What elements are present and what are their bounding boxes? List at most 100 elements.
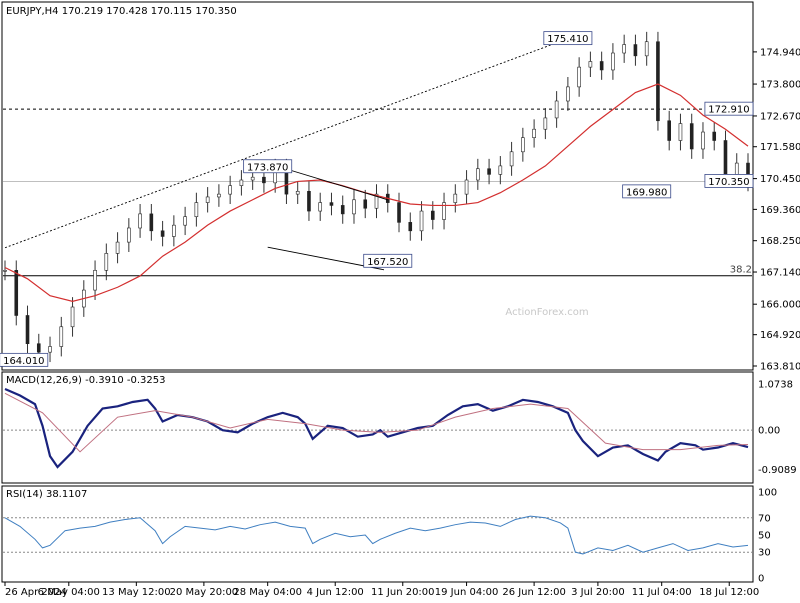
candle-body — [532, 128, 536, 138]
candle-body — [217, 193, 221, 198]
candle-body — [678, 123, 683, 141]
price-annotation: 172.910 — [704, 101, 754, 116]
candle-body — [3, 270, 7, 272]
macd-tick-label: 0.00 — [758, 426, 780, 437]
candle-body — [667, 120, 671, 141]
svg-text:167.520: 167.520 — [367, 257, 408, 268]
candle-body — [633, 44, 638, 57]
rsi-tick-label: 50 — [758, 531, 771, 542]
price-annotation: 173.870 — [243, 159, 293, 173]
y-tick-label: 169.360 — [760, 205, 800, 216]
candle-body — [160, 230, 165, 237]
candle-body — [644, 41, 649, 57]
y-tick-label: 173.800 — [760, 80, 800, 91]
candle-body — [419, 210, 424, 232]
candle-body — [442, 202, 446, 220]
candle-body — [723, 140, 728, 175]
macd-tick-label: 1.0738 — [758, 379, 793, 390]
macd-title: MACD(12,26,9) -0.3910 -0.3253 — [6, 375, 166, 386]
candle-body — [194, 202, 199, 218]
rsi-title: RSI(14) 38.1107 — [6, 489, 87, 500]
candle-body — [509, 151, 514, 167]
candle-body — [48, 346, 52, 353]
svg-text:38.2: 38.2 — [730, 265, 752, 276]
x-tick-label: 11 Jun 20:00 — [371, 587, 435, 598]
candle-body — [205, 196, 210, 203]
candle-body — [611, 52, 615, 71]
macd-panel-border — [1, 371, 754, 484]
candle-body — [397, 202, 401, 223]
candle-body — [622, 44, 626, 54]
y-tick-label: 164.920 — [760, 330, 800, 341]
candle-body — [566, 86, 570, 102]
price-annotation: 175.410 — [543, 31, 593, 45]
moving-average-line — [4, 83, 749, 302]
candle-body — [599, 61, 604, 71]
y-tick-label: 167.140 — [760, 268, 800, 279]
x-tick-label: 26 Apr 2024 — [5, 587, 67, 598]
price-annotation: 167.520 — [363, 253, 413, 268]
candle-body — [464, 179, 469, 195]
signal-line — [4, 392, 749, 453]
svg-text:172.910: 172.910 — [708, 105, 749, 116]
candle-body — [521, 137, 525, 153]
x-tick-label: 4 Jun 12:00 — [307, 587, 364, 598]
y-tick-label: 166.000 — [760, 300, 800, 311]
candle-body — [36, 343, 41, 353]
svg-text:164.010: 164.010 — [3, 356, 44, 367]
candle-body — [363, 199, 368, 209]
rsi-line — [4, 515, 749, 555]
candle-body — [701, 131, 705, 150]
x-tick-label: 26 Jun 12:00 — [502, 587, 566, 598]
y-tick-label: 171.580 — [760, 142, 800, 153]
y-tick-label: 172.670 — [760, 111, 800, 122]
candle-body — [115, 241, 120, 254]
price-annotation: 169.980 — [622, 184, 672, 198]
rsi-tick-label: 100 — [758, 488, 777, 499]
candle-body — [577, 66, 581, 88]
candle-body — [476, 168, 480, 181]
y-tick-label: 163.810 — [760, 362, 800, 373]
price-annotation: 38.2 — [730, 265, 752, 276]
candle-body — [127, 227, 131, 243]
candle-body — [734, 162, 739, 175]
candle-body — [262, 176, 266, 184]
candle-body — [430, 210, 435, 220]
y-tick-label: 168.250 — [760, 236, 800, 247]
trendline — [4, 38, 569, 249]
candle-body — [149, 213, 154, 232]
candle-body — [340, 205, 345, 215]
x-tick-label: 3 Jul 20:00 — [571, 587, 625, 598]
price-annotation: 170.350 — [704, 174, 754, 188]
trendline — [278, 166, 388, 201]
macd-line — [4, 387, 749, 469]
candle-body — [374, 193, 379, 209]
candle-body — [239, 179, 244, 186]
candle-body — [228, 185, 232, 195]
candle-body — [138, 213, 142, 229]
candle-body — [408, 222, 413, 232]
candle-body — [487, 168, 491, 175]
price-annotation: 164.010 — [0, 352, 49, 367]
x-tick-label: 19 Jun 04:00 — [435, 587, 499, 598]
candle-body — [307, 191, 311, 212]
candle-body — [318, 202, 323, 212]
svg-text:175.410: 175.410 — [547, 34, 588, 45]
candle-body — [70, 306, 75, 328]
macd-tick-label: -0.9089 — [758, 465, 797, 476]
candle-body — [588, 61, 593, 68]
svg-text:169.980: 169.980 — [626, 187, 667, 198]
rsi-tick-label: 0 — [758, 574, 764, 585]
x-tick-label: 6 May 04:00 — [38, 587, 100, 598]
y-tick-label: 174.940 — [760, 47, 800, 58]
candle-body — [352, 199, 356, 215]
candle-body — [59, 326, 64, 347]
candle-body — [104, 253, 109, 271]
x-tick-label: 18 Jul 12:00 — [699, 587, 759, 598]
candle-body — [689, 123, 694, 150]
candle-body — [554, 100, 559, 119]
candle-body — [183, 216, 187, 226]
rsi-tick-label: 30 — [758, 548, 771, 559]
candle-body — [329, 202, 334, 206]
